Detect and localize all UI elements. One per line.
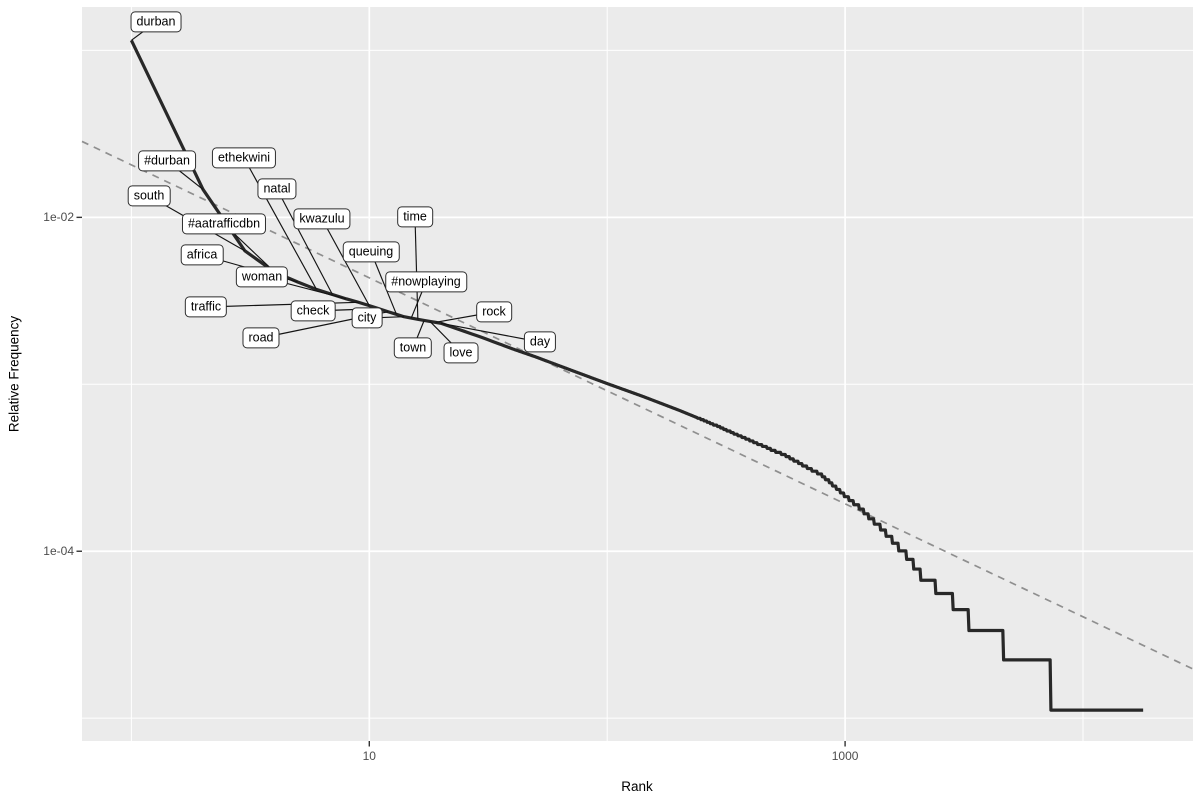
word-label-road: road	[242, 327, 280, 349]
word-label-natal: natal	[257, 178, 297, 200]
word-label-time: time	[397, 206, 433, 228]
word-label-#durban: #durban	[138, 150, 196, 172]
word-label-love: love	[443, 342, 479, 364]
word-label-city: city	[351, 307, 383, 329]
leader-line-ethekwini	[243, 157, 318, 290]
word-label-#nowplaying: #nowplaying	[385, 271, 467, 293]
leader-line-day	[440, 322, 541, 343]
observed-curve	[129, 39, 1144, 712]
x-tick-label: 1000	[831, 749, 859, 763]
word-label-traffic: traffic	[184, 296, 228, 318]
word-label-africa: africa	[180, 244, 224, 266]
x-axis-title: Rank	[621, 779, 653, 794]
x-tick-label: 10	[362, 749, 376, 763]
word-label-ethekwini: ethekwini	[211, 147, 277, 169]
y-tick-label: 1e-02	[43, 210, 74, 225]
word-label-rock: rock	[476, 301, 512, 323]
word-label-day: day	[523, 331, 557, 353]
plot-panel	[82, 7, 1193, 741]
leader-line-natal	[276, 188, 333, 295]
y-axis-title: Relative Frequency	[6, 315, 22, 433]
word-label-queuing: queuing	[342, 241, 400, 263]
word-label-durban: durban	[130, 11, 182, 33]
word-label-check: check	[290, 300, 336, 322]
word-label-town: town	[393, 337, 433, 359]
leader-line-time	[414, 216, 419, 320]
y-tick-label: 1e-04	[43, 544, 74, 559]
fit-line	[81, 140, 1194, 670]
word-label-woman: woman	[235, 266, 289, 288]
word-label-kwazulu: kwazulu	[293, 208, 351, 230]
word-label-#aatrafficdbn: #aatrafficdbn	[181, 213, 267, 235]
word-label-south: south	[127, 185, 171, 207]
